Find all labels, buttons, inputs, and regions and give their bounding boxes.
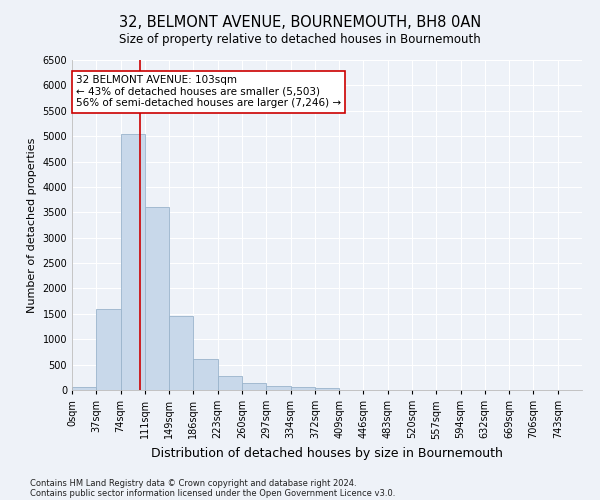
Text: Contains HM Land Registry data © Crown copyright and database right 2024.: Contains HM Land Registry data © Crown c… xyxy=(30,478,356,488)
Bar xyxy=(266,386,290,390)
Text: 32 BELMONT AVENUE: 103sqm
← 43% of detached houses are smaller (5,503)
56% of se: 32 BELMONT AVENUE: 103sqm ← 43% of detac… xyxy=(76,75,341,108)
Text: Contains public sector information licensed under the Open Government Licence v3: Contains public sector information licen… xyxy=(30,488,395,498)
Bar xyxy=(315,388,339,390)
Bar xyxy=(121,134,145,390)
Bar xyxy=(218,376,242,390)
Bar xyxy=(145,207,169,390)
Bar xyxy=(242,384,266,390)
Bar xyxy=(193,358,218,390)
Bar xyxy=(290,388,315,390)
Bar xyxy=(96,309,121,390)
Bar xyxy=(72,388,96,390)
Y-axis label: Number of detached properties: Number of detached properties xyxy=(27,138,37,312)
Text: Size of property relative to detached houses in Bournemouth: Size of property relative to detached ho… xyxy=(119,32,481,46)
Text: 32, BELMONT AVENUE, BOURNEMOUTH, BH8 0AN: 32, BELMONT AVENUE, BOURNEMOUTH, BH8 0AN xyxy=(119,15,481,30)
Bar xyxy=(169,316,193,390)
X-axis label: Distribution of detached houses by size in Bournemouth: Distribution of detached houses by size … xyxy=(151,447,503,460)
